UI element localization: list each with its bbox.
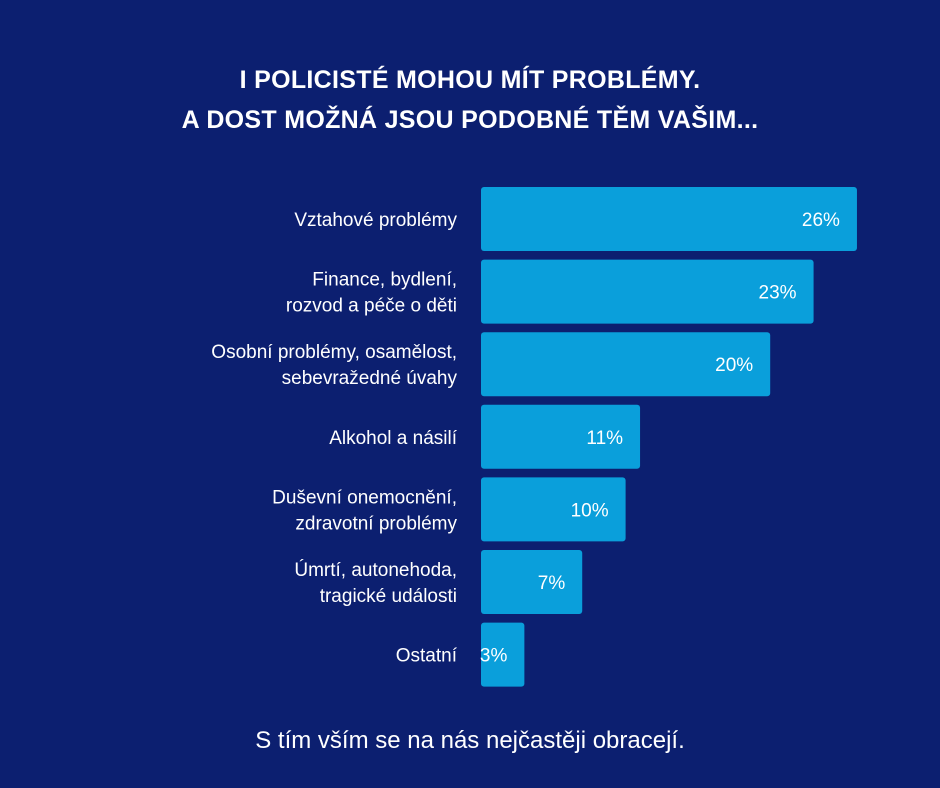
chart-title: I POLICISTÉ MOHOU MÍT PROBLÉMY. A DOST M… bbox=[0, 60, 940, 140]
value-label-5: 10% bbox=[571, 500, 609, 521]
bar-3 bbox=[481, 332, 771, 397]
category-label-6: Úmrtí, autonehoda, tragické události bbox=[294, 559, 457, 607]
category-label-5: Duševní onemocnění, zdravotní problémy bbox=[272, 487, 457, 534]
bar-6 bbox=[481, 550, 583, 614]
value-label-7: 3% bbox=[480, 646, 508, 667]
category-label-3: Osobní problémy, osamělost, sebevražedné … bbox=[211, 342, 457, 389]
bar-1 bbox=[481, 187, 857, 251]
value-label-2: 23% bbox=[759, 283, 797, 304]
category-label-1: Vztahové problémy bbox=[294, 210, 457, 231]
value-label-6: 7% bbox=[538, 573, 566, 594]
category-label-4: Alkohol a násilí bbox=[329, 428, 458, 449]
category-label-7: Ostatní bbox=[396, 646, 458, 667]
bar-5 bbox=[481, 477, 626, 542]
title-line-1: I POLICISTÉ MOHOU MÍT PROBLÉMY. bbox=[239, 66, 701, 94]
value-label-1: 26% bbox=[802, 210, 840, 231]
category-label-2: Finance, bydlení, rozvod a péče o děti bbox=[286, 270, 457, 317]
bar-7 bbox=[481, 622, 525, 687]
title-line-2: A DOST MOŽNÁ JSOU PODOBNÉ TĚM VAŠIM... bbox=[181, 106, 759, 134]
value-label-3: 20% bbox=[715, 355, 753, 376]
value-label-4: 11% bbox=[586, 428, 623, 449]
bar-2 bbox=[481, 259, 814, 324]
footer-text: S tím vším se na nás nejčastěji obracejí… bbox=[255, 727, 685, 754]
bar-4 bbox=[481, 404, 641, 469]
